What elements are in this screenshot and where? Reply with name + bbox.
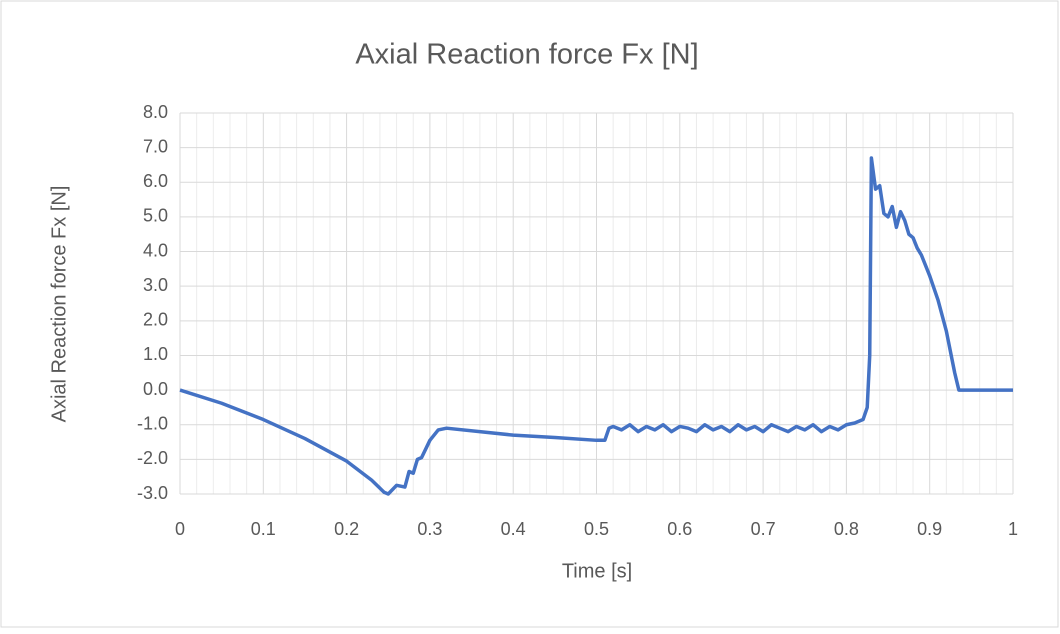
x-tick-label: 0.7 xyxy=(751,519,776,539)
x-tick-label: 0.6 xyxy=(667,519,692,539)
y-tick-label: 3.0 xyxy=(143,275,168,295)
x-tick-label: 0.5 xyxy=(584,519,609,539)
x-tick-label: 0.2 xyxy=(334,519,359,539)
y-tick-label: -1.0 xyxy=(137,413,168,433)
x-tick-label: 0.8 xyxy=(834,519,859,539)
data-line xyxy=(179,156,1013,496)
y-axis-label: Axial Reaction force Fx [N] xyxy=(48,186,70,423)
x-tick-label: 0.3 xyxy=(417,519,442,539)
x-tick-label: 0.9 xyxy=(917,519,942,539)
y-tick-label: 2.0 xyxy=(143,310,168,330)
y-tick-label: 5.0 xyxy=(143,206,168,226)
y-tick-label: 4.0 xyxy=(143,240,168,260)
y-tick-label: 1.0 xyxy=(143,344,168,364)
x-tick-label: 0 xyxy=(175,519,185,539)
x-tick-label: 0.1 xyxy=(251,519,276,539)
x-axis-label: Time [s] xyxy=(562,560,632,582)
chart-title: Axial Reaction force Fx [N] xyxy=(355,39,698,71)
y-tick-label: 0.0 xyxy=(143,379,168,399)
y-tick-label: 7.0 xyxy=(143,136,168,156)
x-tick-label: 1 xyxy=(1008,519,1018,539)
x-tick-label: 0.4 xyxy=(501,519,526,539)
y-tick-label: 8.0 xyxy=(143,102,168,122)
y-tick-label: 6.0 xyxy=(143,171,168,191)
y-tick-label: -2.0 xyxy=(137,448,168,468)
y-tick-label: -3.0 xyxy=(137,483,168,503)
